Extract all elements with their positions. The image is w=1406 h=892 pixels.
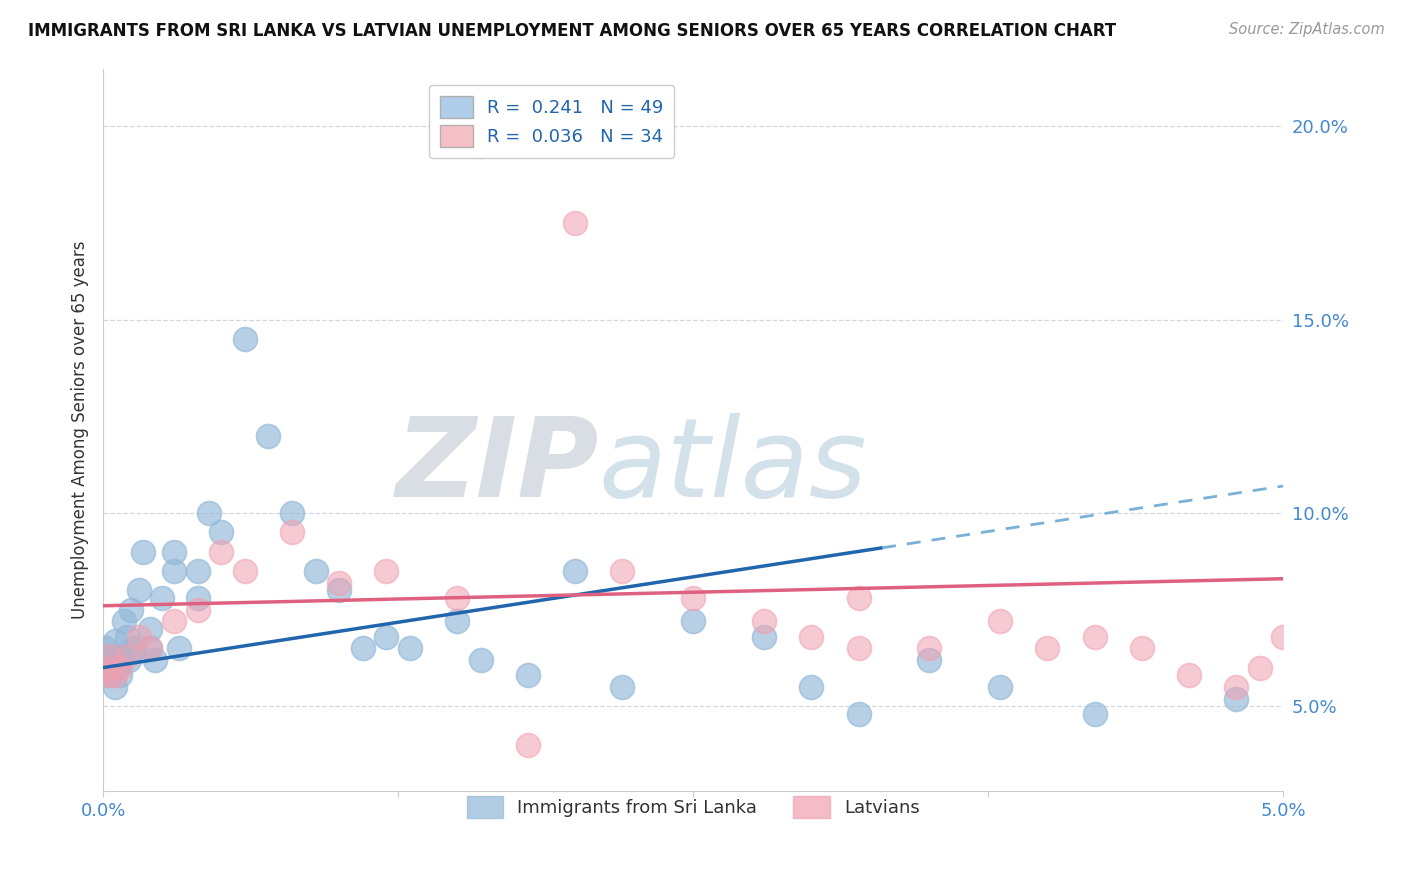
Point [399, 641, 422, 656]
Point [800, 630, 823, 644]
Point [111, 648, 134, 663]
Point [139, 622, 162, 636]
Point [163, 564, 186, 578]
Point [1130, 641, 1153, 656]
Point [470, 653, 492, 667]
Point [304, 564, 326, 578]
Point [163, 614, 186, 628]
Point [98, 648, 121, 663]
Point [281, 525, 304, 540]
Point [101, 648, 124, 663]
Point [352, 641, 374, 656]
Text: IMMIGRANTS FROM SRI LANKA VS LATVIAN UNEMPLOYMENT AMONG SENIORS OVER 65 YEARS CO: IMMIGRANTS FROM SRI LANKA VS LATVIAN UNE… [28, 22, 1116, 40]
Point [446, 591, 468, 605]
Text: ZIP: ZIP [395, 412, 599, 519]
Point [97, 668, 120, 682]
Point [108, 660, 131, 674]
Point [1084, 630, 1107, 644]
Point [94, 660, 117, 674]
Point [198, 506, 221, 520]
Point [918, 653, 941, 667]
Point [988, 614, 1011, 628]
Point [104, 680, 127, 694]
Point [143, 653, 166, 667]
Point [115, 630, 138, 644]
Point [98, 668, 121, 682]
Point [105, 660, 128, 674]
Point [517, 668, 540, 682]
Point [115, 648, 138, 663]
Point [375, 630, 398, 644]
Point [612, 680, 634, 694]
Point [187, 602, 209, 616]
Point [94, 641, 117, 656]
Point [446, 614, 468, 628]
Point [128, 583, 150, 598]
Point [848, 641, 870, 656]
Point [120, 602, 142, 616]
Point [752, 614, 775, 628]
Point [988, 680, 1011, 694]
Point [233, 564, 256, 578]
Point [98, 660, 121, 674]
Point [187, 591, 209, 605]
Point [1225, 691, 1247, 706]
Point [257, 428, 280, 442]
Point [375, 564, 398, 578]
Point [612, 564, 634, 578]
Point [281, 506, 304, 520]
Point [1225, 680, 1247, 694]
Point [112, 614, 135, 628]
Point [139, 641, 162, 656]
Point [122, 641, 145, 656]
Point [209, 544, 232, 558]
Point [328, 575, 350, 590]
Point [118, 653, 141, 667]
Point [564, 564, 586, 578]
Point [517, 738, 540, 752]
Point [163, 544, 186, 558]
Point [848, 591, 870, 605]
Point [564, 216, 586, 230]
Point [1178, 668, 1201, 682]
Point [233, 332, 256, 346]
Text: Source: ZipAtlas.com: Source: ZipAtlas.com [1229, 22, 1385, 37]
Point [108, 668, 131, 682]
Legend: Immigrants from Sri Lanka, Latvians: Immigrants from Sri Lanka, Latvians [460, 789, 927, 826]
Point [800, 680, 823, 694]
Point [209, 525, 232, 540]
Point [1272, 630, 1295, 644]
Point [470, 138, 492, 153]
Point [1036, 641, 1059, 656]
Point [187, 564, 209, 578]
Point [132, 544, 155, 558]
Point [1084, 706, 1107, 721]
Y-axis label: Unemployment Among Seniors over 65 years: Unemployment Among Seniors over 65 years [72, 241, 89, 619]
Point [128, 630, 150, 644]
Point [682, 614, 704, 628]
Text: atlas: atlas [599, 412, 868, 519]
Point [97, 653, 120, 667]
Point [848, 706, 870, 721]
Point [1249, 660, 1271, 674]
Point [682, 591, 704, 605]
Point [104, 633, 127, 648]
Point [167, 641, 190, 656]
Point [752, 630, 775, 644]
Point [918, 641, 941, 656]
Point [139, 641, 162, 656]
Point [104, 668, 127, 682]
Point [328, 583, 350, 598]
Point [150, 591, 173, 605]
